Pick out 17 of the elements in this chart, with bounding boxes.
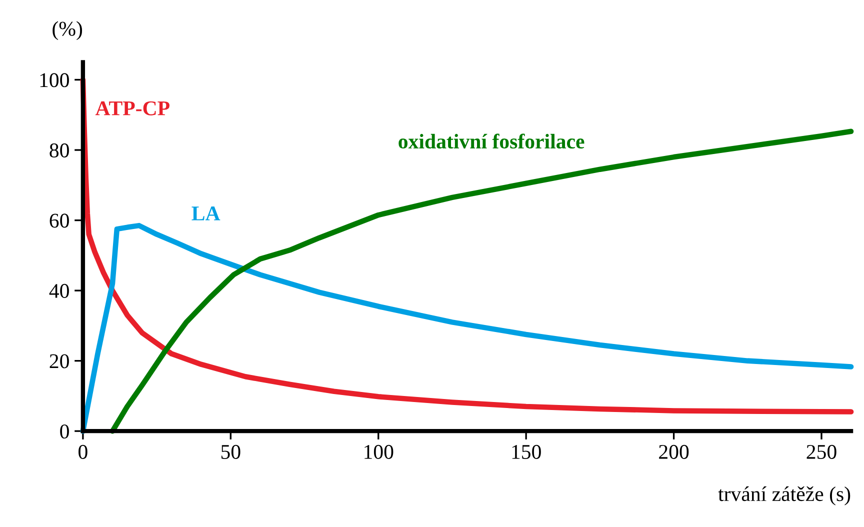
- y-tick-label: 100: [40, 73, 69, 88]
- y-axis-title: (%): [52, 21, 82, 40]
- y-tick-label: 80: [50, 143, 69, 158]
- x-axis-title: trvání zátěže (s): [718, 486, 850, 506]
- x-tick-label: 150: [512, 444, 541, 459]
- y-tick-label: 20: [50, 354, 69, 368]
- x-tick-label: 0: [78, 444, 88, 459]
- y-tick-label: 40: [49, 284, 69, 298]
- series-label: oxidativní fosforilace: [398, 134, 584, 149]
- series-label: LA: [192, 206, 220, 220]
- y-tick-label: 0: [60, 424, 69, 439]
- series-label: ATP-CP: [95, 101, 170, 116]
- x-tick-label: 50: [221, 444, 240, 459]
- x-tick-label: 100: [364, 444, 394, 459]
- y-tick-label: 60: [50, 214, 69, 228]
- x-tick-label: 200: [659, 444, 689, 459]
- x-tick-label: 250: [806, 444, 836, 459]
